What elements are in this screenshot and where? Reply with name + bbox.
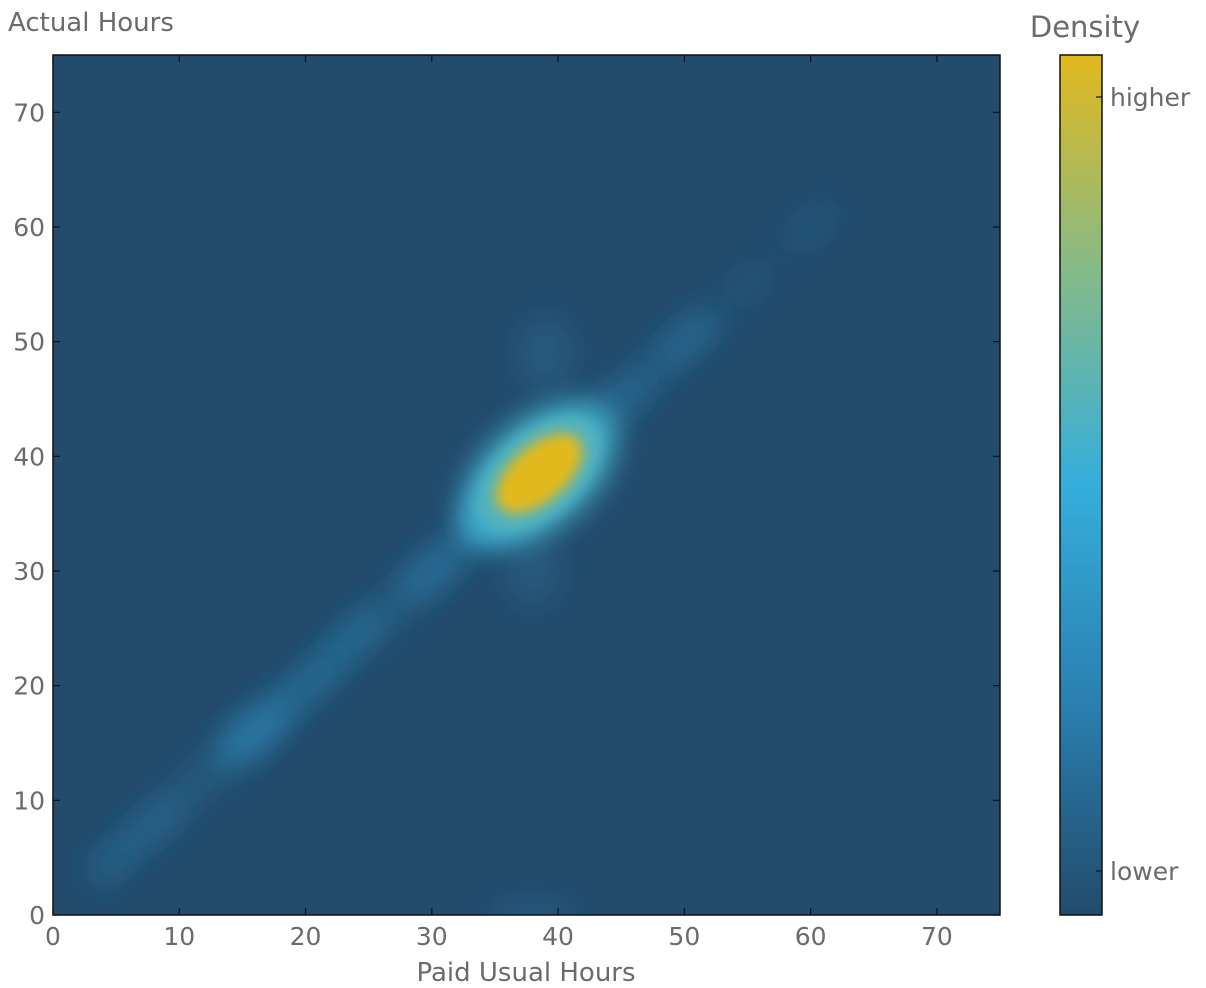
y-tick-label: 0 xyxy=(29,901,45,930)
y-axis-ticks: 0 10 20 30 40 50 60 70 xyxy=(13,98,1000,930)
density-peak xyxy=(722,261,773,308)
colorbar-title: Density xyxy=(1030,10,1140,44)
y-tick-label: 30 xyxy=(13,557,45,586)
y-tick-label: 70 xyxy=(13,98,45,127)
x-tick-label: 30 xyxy=(416,922,448,951)
y-tick-label: 60 xyxy=(13,213,45,242)
density-peak xyxy=(517,316,574,390)
x-tick-label: 10 xyxy=(163,922,195,951)
colorbar-label-low: lower xyxy=(1110,857,1179,886)
density-peak xyxy=(217,697,293,766)
colorbar xyxy=(1059,54,1103,916)
x-tick-label: 20 xyxy=(290,922,322,951)
x-tick-label: 0 xyxy=(45,922,61,951)
density-peak xyxy=(505,534,561,608)
density-peak xyxy=(784,202,838,252)
x-tick-label: 60 xyxy=(795,922,827,951)
x-axis-ticks: 0 10 20 30 40 50 60 70 xyxy=(45,55,953,951)
y-tick-label: 50 xyxy=(13,328,45,357)
y-tick-label: 40 xyxy=(13,442,45,471)
x-tick-label: 50 xyxy=(668,922,700,951)
x-tick-label: 40 xyxy=(542,922,574,951)
colorbar-label-high: higher xyxy=(1110,83,1191,112)
y-tick-label: 10 xyxy=(13,786,45,815)
density-peak xyxy=(654,314,715,370)
y-axis-title: Actual Hours xyxy=(8,8,174,38)
density-peak xyxy=(280,651,344,709)
density-peak xyxy=(324,605,388,663)
y-tick-label: 20 xyxy=(13,672,45,701)
x-tick-label: 70 xyxy=(921,922,953,951)
plot-frame xyxy=(52,54,1001,916)
density-peak xyxy=(398,540,466,602)
x-axis-title: Paid Usual Hours xyxy=(416,958,635,984)
density-peak xyxy=(125,797,183,850)
density-layer xyxy=(88,202,838,915)
density-peak-core xyxy=(496,433,583,514)
density-peak xyxy=(488,901,577,915)
